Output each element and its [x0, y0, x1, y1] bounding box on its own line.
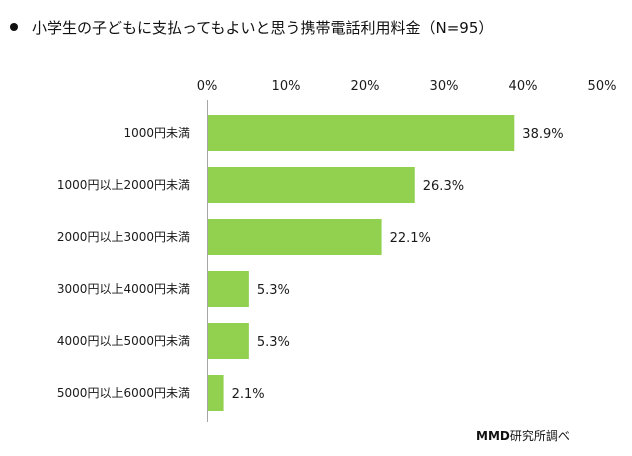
chart-title-text: 小学生の子どもに支払ってもよいと思う携帯電話利用料金（N=95） [32, 18, 494, 37]
x-tick-label: 40% [509, 79, 538, 94]
data-label: 2.1% [232, 387, 265, 402]
x-tick-label: 50% [588, 79, 617, 94]
x-tick-label: 0% [197, 79, 218, 94]
data-label: 26.3% [423, 179, 464, 194]
x-tick-label: 20% [351, 79, 380, 94]
category-label: 3000円以上4000円未満 [57, 282, 190, 296]
x-tick-label: 30% [430, 79, 459, 94]
data-label: 5.3% [257, 283, 290, 298]
source-brand: MMD [476, 429, 510, 443]
source-note: MMD研究所調べ [476, 427, 570, 444]
category-label: 2000円以上3000円未満 [57, 230, 190, 244]
data-label: 38.9% [522, 127, 563, 142]
bar [208, 271, 249, 307]
bar [208, 167, 415, 203]
x-tick-label: 10% [272, 79, 301, 94]
data-label: 5.3% [257, 335, 290, 350]
category-label: 1000円以上2000円未満 [57, 178, 190, 192]
bar [208, 375, 224, 411]
data-label: 22.1% [390, 231, 431, 246]
chart-title: 小学生の子どもに支払ってもよいと思う携帯電話利用料金（N=95） [10, 14, 493, 40]
category-label: 5000円以上6000円未満 [57, 386, 190, 400]
bar [208, 219, 382, 255]
bar [208, 115, 515, 151]
bullet-icon [10, 23, 18, 31]
category-label: 4000円以上5000円未満 [57, 334, 190, 348]
category-label: 1000円未満 [123, 126, 190, 140]
source-suffix: 研究所調べ [509, 429, 570, 443]
bar [208, 323, 249, 359]
